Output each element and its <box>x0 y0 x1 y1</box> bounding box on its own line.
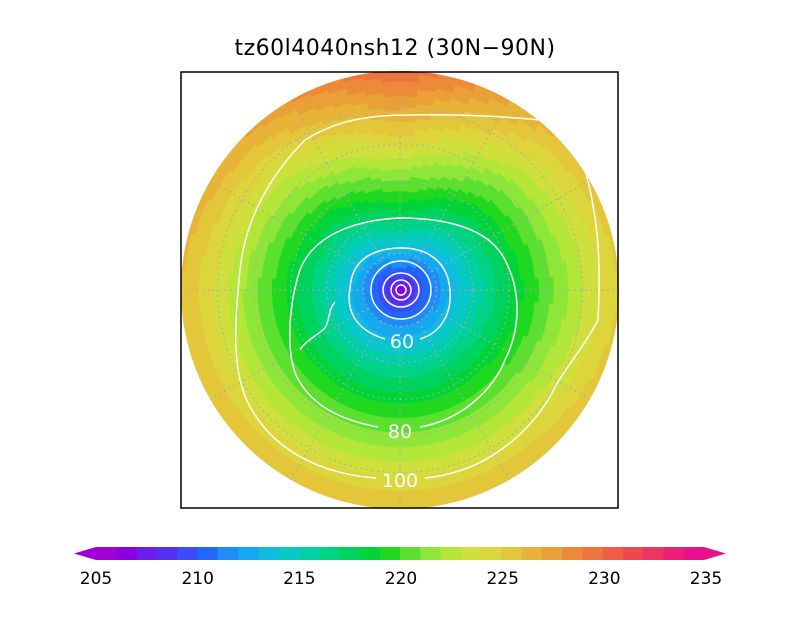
colorbar-tick-label: 205 <box>80 569 112 589</box>
colorbar-tick-label: 210 <box>181 569 213 589</box>
colorbar-extend-low <box>74 547 96 560</box>
colorbar-swatch <box>96 547 117 560</box>
colorbar-swatch <box>643 547 664 560</box>
colorbar-swatch <box>339 547 360 560</box>
colorbar-swatch <box>541 547 563 560</box>
colorbar-swatch <box>481 547 502 560</box>
colorbar-swatch <box>116 547 137 560</box>
colorbar-swatch <box>420 547 441 560</box>
colorbar-swatch <box>359 547 381 560</box>
colorbar-swatch <box>440 547 462 560</box>
colorbar-swatch <box>602 547 624 560</box>
colorbar-swatch <box>136 547 158 560</box>
colorbar-swatch <box>501 547 522 560</box>
colorbar-tick-label: 230 <box>588 569 620 589</box>
colorbar-swatch <box>622 547 644 560</box>
colorbar-swatch <box>318 547 340 560</box>
colorbar-tick-label: 215 <box>283 569 315 589</box>
colorbar-swatch <box>683 547 705 560</box>
colorbar-swatch <box>379 547 401 560</box>
colorbar-swatch <box>460 547 482 560</box>
colorbar-tick-label: 225 <box>486 569 518 589</box>
colorbar-swatch <box>562 547 583 560</box>
colorbar-tick-label: 235 <box>690 569 722 589</box>
colorbar-swatch <box>237 547 259 560</box>
colorbar-swatch <box>278 547 300 560</box>
colorbar-swatch <box>298 547 320 560</box>
colorbar-swatch <box>156 547 178 560</box>
colorbar-extend-high <box>704 547 726 560</box>
colorbar-swatch <box>582 547 604 560</box>
colorbar-tick-label: 220 <box>385 569 417 589</box>
colorbar-swatch <box>258 547 279 560</box>
colorbar-swatch <box>663 547 685 560</box>
colorbar-swatch <box>400 547 421 560</box>
colorbar-swatch <box>217 547 239 560</box>
map-title: tz60l4040nsh12 (30N−90N) <box>234 36 556 61</box>
colorbar-swatch <box>197 547 218 560</box>
colorbar-swatch <box>177 547 198 560</box>
colorbar-swatch <box>521 547 543 560</box>
